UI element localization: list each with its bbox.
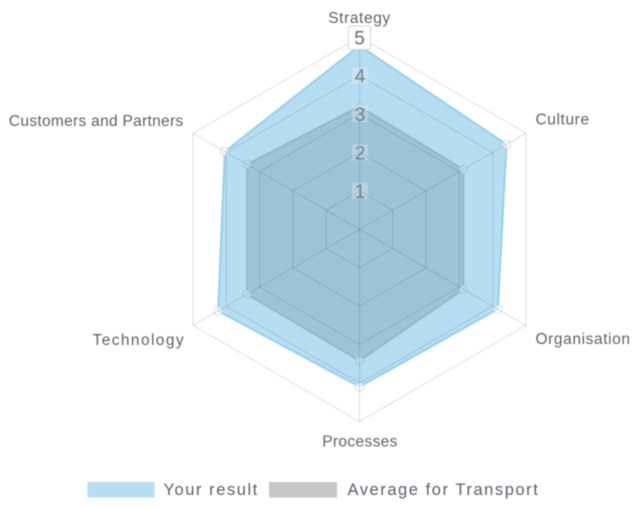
svg-text:Your result: Your result	[164, 481, 259, 499]
svg-text:Processes: Processes	[322, 434, 398, 451]
svg-text:Strategy: Strategy	[328, 10, 391, 27]
svg-text:Customers and Partners: Customers and Partners	[9, 113, 184, 130]
svg-text:Organisation: Organisation	[536, 331, 631, 348]
svg-text:Technology: Technology	[93, 332, 185, 349]
svg-text:2: 2	[355, 143, 366, 164]
svg-text:4: 4	[355, 67, 366, 88]
svg-text:Culture: Culture	[536, 112, 590, 129]
svg-text:5: 5	[354, 29, 365, 50]
svg-text:3: 3	[355, 105, 366, 126]
svg-text:Average for Transport: Average for Transport	[348, 481, 540, 499]
svg-text:1: 1	[355, 182, 366, 203]
